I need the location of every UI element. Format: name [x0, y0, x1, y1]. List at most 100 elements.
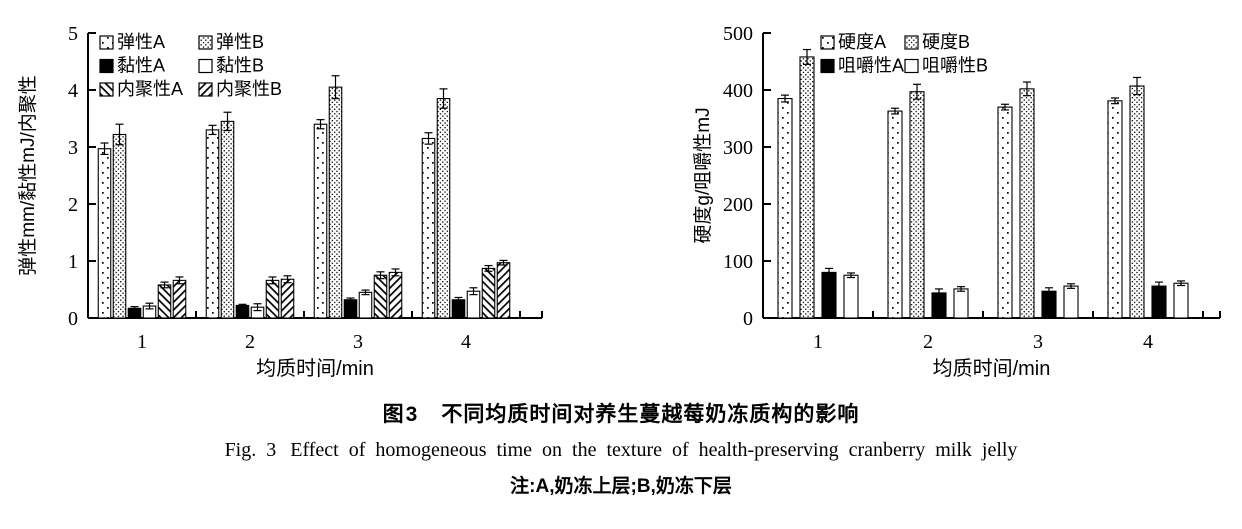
- error-bar: [935, 288, 943, 298]
- error-bar: [175, 276, 184, 285]
- bar: [313, 123, 328, 319]
- bar: [235, 304, 250, 319]
- x-tick-label: 1: [813, 331, 823, 353]
- legend-label: 黏性A: [117, 56, 165, 76]
- svg-text:300: 300: [723, 137, 753, 159]
- svg-text:200: 200: [723, 194, 753, 216]
- error-bar: [1133, 76, 1141, 96]
- y-tick-labels: 0 100 200 300 400 500: [723, 23, 753, 330]
- legend-swatch: [99, 82, 114, 97]
- bar-chart-svg: 0 1 2 3 4 5 弹性mm/黏性mJ/内聚性 1 2 3 4 均质时间/min 弹性A 弹性B 黏性A…: [17, 23, 543, 380]
- bar: [112, 133, 127, 319]
- bar-chart-svg: 0 100 200 300 400 500 硬度g/咀嚼性mJ 1 2 3 4 均质时间/min 硬度A…: [692, 23, 1221, 380]
- bar: [953, 288, 969, 319]
- error-bar: [1001, 103, 1009, 111]
- svg-text:400: 400: [723, 80, 753, 102]
- error-bar: [283, 275, 292, 284]
- bar: [220, 120, 235, 319]
- legend-swatch: [820, 35, 835, 50]
- error-bar: [825, 267, 833, 277]
- error-bar: [253, 303, 262, 312]
- legend-label: 咀嚼性B: [922, 56, 988, 76]
- svg-text:4: 4: [68, 80, 78, 102]
- bar: [496, 262, 511, 319]
- legend-label: 硬度B: [922, 32, 970, 52]
- legend-swatch: [99, 58, 114, 74]
- legend-label: 弹性B: [216, 32, 264, 52]
- bars: [777, 48, 1189, 319]
- svg-text:500: 500: [723, 23, 753, 45]
- bar: [343, 299, 358, 319]
- error-bar: [160, 281, 169, 289]
- error-bar: [346, 297, 355, 303]
- error-bar: [1045, 287, 1053, 296]
- error-bar: [130, 306, 139, 311]
- error-bar: [1067, 283, 1075, 289]
- error-bar: [268, 276, 277, 285]
- error-bar: [223, 111, 232, 132]
- bar: [821, 271, 837, 319]
- error-bar: [100, 142, 109, 156]
- legend-swatch: [904, 35, 919, 50]
- x-tick-label: 2: [245, 331, 255, 353]
- error-bar: [1023, 81, 1031, 97]
- error-bar: [803, 48, 811, 65]
- bar: [436, 98, 451, 319]
- error-bar: [439, 88, 448, 109]
- caption-english-label: Fig. 3: [224, 439, 277, 461]
- x-tick-label: 2: [923, 331, 933, 353]
- error-bar: [469, 287, 478, 296]
- bar: [777, 98, 793, 319]
- error-bar: [957, 286, 965, 292]
- x-tick-label: 3: [353, 331, 363, 353]
- caption-chinese-label: 图3: [382, 403, 420, 426]
- bar: [1151, 285, 1167, 319]
- legend-label: 弹性A: [117, 32, 165, 52]
- error-bar: [238, 303, 247, 308]
- bar: [1063, 285, 1079, 319]
- legend-label: 内聚性B: [216, 79, 282, 99]
- texture-chart-elasticity: 0 1 2 3 4 5 弹性mm/黏性mJ/内聚性 1 2 3 4 均质时间/min 弹性A 弹性B 黏性A…: [0, 0, 660, 405]
- legend-swatch: [198, 82, 213, 97]
- bar: [1173, 282, 1189, 319]
- error-bar: [331, 75, 340, 100]
- svg-text:0: 0: [743, 308, 753, 330]
- legend-swatch: [99, 35, 114, 50]
- caption-chinese-text: 不同均质时间对养生蔓越莓奶冻质构的影响: [441, 403, 860, 426]
- error-bar: [499, 259, 508, 266]
- legend-swatch: [904, 58, 919, 74]
- bar: [1107, 100, 1123, 319]
- y-axis-label: 弹性mm/黏性mJ/内聚性: [17, 75, 39, 276]
- legend: 硬度A 硬度B 咀嚼性A 咀嚼性B: [820, 32, 988, 76]
- caption-block: 图3 不同均质时间对养生蔓越莓奶冻质构的影响 Fig. 3 Effect of ho…: [0, 398, 1242, 498]
- x-tick-label: 1: [137, 331, 147, 353]
- error-bar: [913, 83, 921, 100]
- y-axis-label: 硬度g/咀嚼性mJ: [692, 107, 714, 243]
- error-bar: [424, 132, 433, 145]
- error-bar: [145, 302, 154, 310]
- error-bar: [847, 272, 855, 279]
- bar: [205, 129, 220, 319]
- error-bar: [208, 124, 217, 136]
- caption-english-text: Effect of homogeneous time on the textur…: [290, 439, 1018, 461]
- error-bar: [781, 94, 789, 103]
- error-bar: [1155, 281, 1163, 291]
- svg-text:1: 1: [68, 251, 78, 273]
- bar: [97, 148, 112, 319]
- caption-chinese: 图3 不同均质时间对养生蔓越莓奶冻质构的影响: [0, 398, 1242, 428]
- x-tick-label: 3: [1033, 331, 1043, 353]
- legend-label: 黏性B: [216, 56, 264, 76]
- bar: [909, 91, 925, 319]
- x-axis-label: 均质时间/min: [256, 357, 374, 380]
- bar: [481, 267, 496, 319]
- bar: [421, 137, 436, 319]
- error-bar: [454, 296, 463, 303]
- bar: [358, 291, 373, 319]
- x-tick-label: 4: [1143, 331, 1153, 353]
- svg-text:0: 0: [68, 308, 78, 330]
- error-bar: [376, 271, 385, 280]
- svg-text:100: 100: [723, 251, 753, 273]
- svg-text:3: 3: [68, 137, 78, 159]
- legend: 弹性A 弹性B 黏性A 黏性B 内聚性A 内聚性B: [99, 32, 282, 99]
- error-bar: [1177, 280, 1185, 287]
